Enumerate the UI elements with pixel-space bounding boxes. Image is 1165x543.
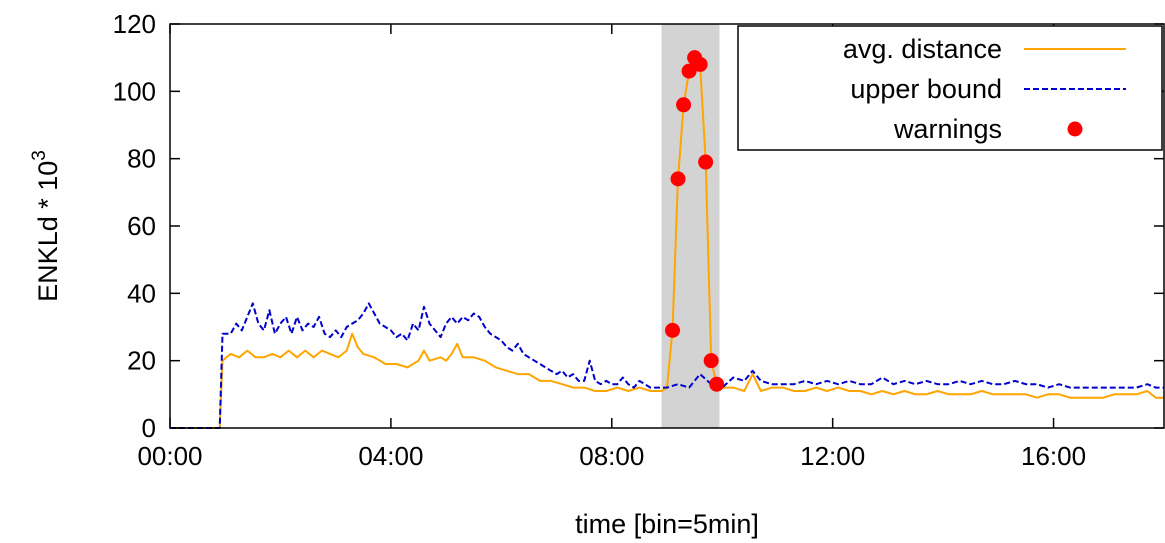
y-tick-label: 120	[113, 9, 156, 39]
legend-label-upper-bound: upper bound	[850, 74, 1002, 104]
warning-marker	[670, 171, 686, 187]
legend-swatch-warnings	[1067, 121, 1083, 137]
y-tick-label: 0	[142, 413, 156, 443]
warning-marker	[676, 97, 692, 113]
y-tick-label: 100	[113, 76, 156, 106]
y-axis-title-base: ENKLd * 10	[33, 161, 63, 302]
legend-label-avg-distance: avg. distance	[843, 34, 1002, 64]
x-tick-label: 08:00	[579, 441, 644, 471]
y-tick-label: 40	[127, 278, 156, 308]
y-tick-label: 20	[127, 346, 156, 376]
warning-marker	[665, 322, 681, 338]
legend: avg. distance upper bound warnings	[737, 25, 1163, 151]
warning-marker	[692, 56, 708, 72]
x-tick-label: 04:00	[358, 441, 423, 471]
y-axis-title: ENKLd * 103	[29, 150, 63, 302]
ticks-layer: 0 20 40 60 80 100 120 00:00 04:00 08:00 12:00 16:00	[113, 9, 1164, 471]
x-tick-label: 00:00	[137, 441, 202, 471]
y-tick-label: 80	[127, 144, 156, 174]
warning-marker	[703, 353, 719, 369]
series-line-1	[170, 302, 1164, 429]
y-tick-label: 60	[127, 211, 156, 241]
x-axis-title: time [bin=5min]	[575, 509, 759, 539]
x-tick-label: 12:00	[800, 441, 865, 471]
warning-marker	[698, 154, 714, 170]
y-axis-title-exponent: 3	[29, 150, 50, 161]
marker-layer	[665, 50, 725, 392]
legend-label-warnings: warnings	[893, 114, 1002, 144]
x-tick-label: 16:00	[1021, 441, 1086, 471]
series-layer	[170, 56, 1164, 429]
warning-marker	[681, 63, 697, 79]
warning-marker	[709, 376, 725, 392]
